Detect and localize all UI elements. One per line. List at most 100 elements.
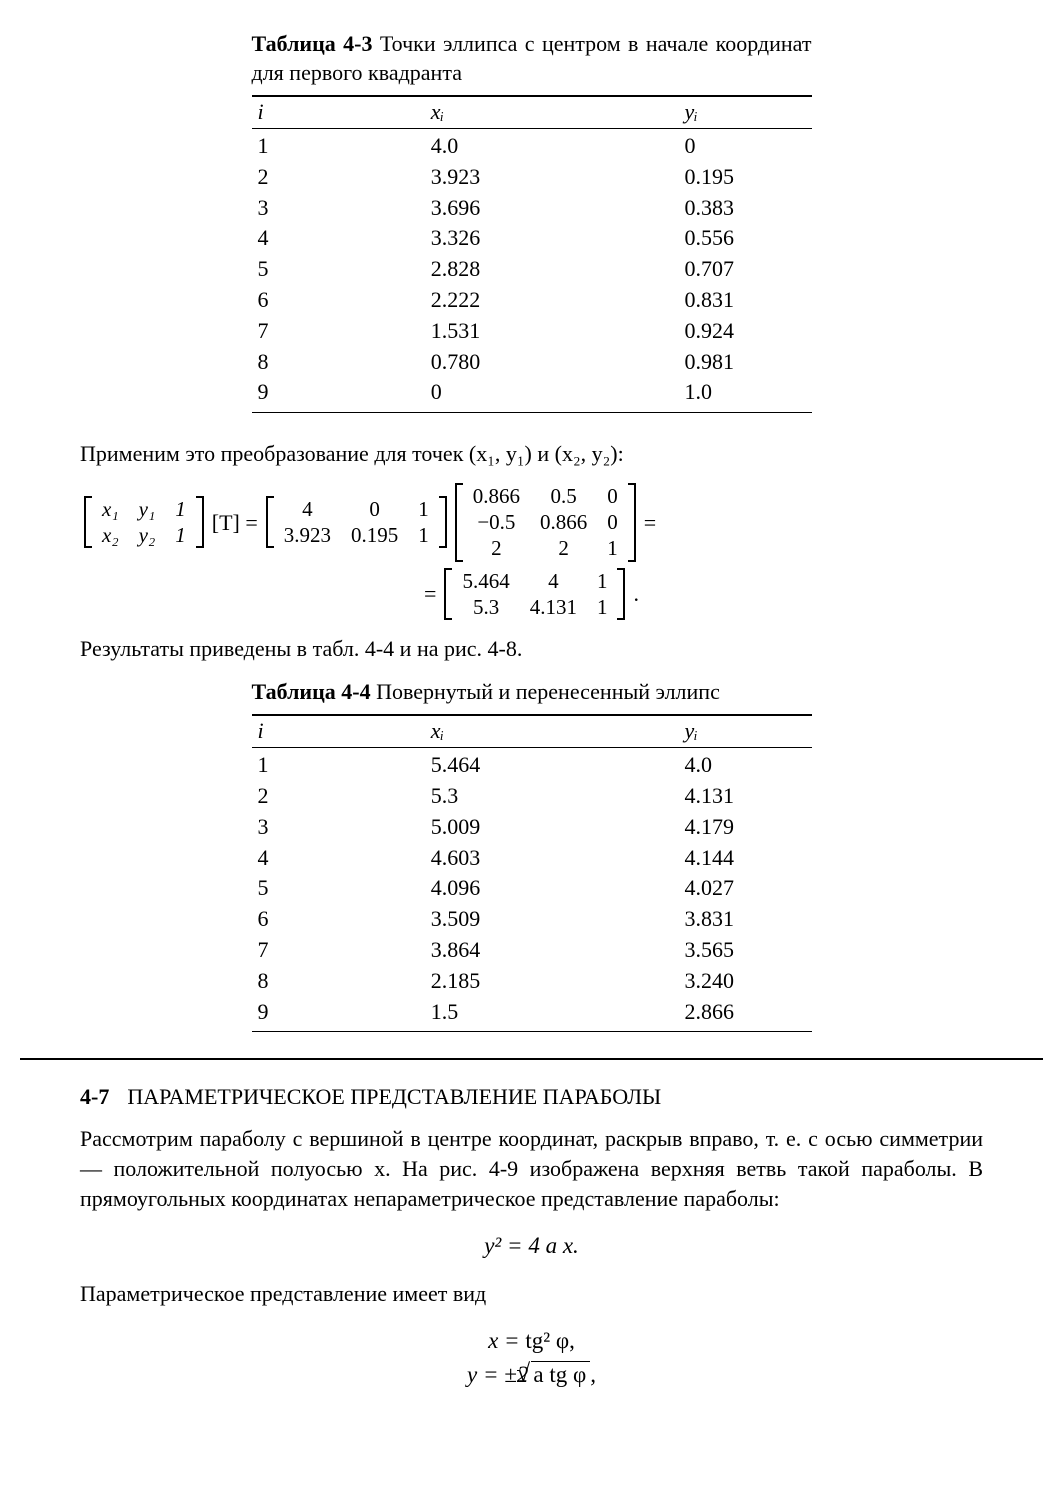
table-4-4-cell-x: 2.185	[425, 966, 679, 997]
table-4-3-cell-i: 4	[252, 223, 425, 254]
table-4-3-row: 80.7800.981	[252, 347, 812, 378]
table-4-3-cell-y: 0.831	[679, 285, 812, 316]
eq-param-x-lhs: x =	[488, 1328, 525, 1353]
table-4-3-cell-x: 2.222	[425, 285, 679, 316]
matrix-cell: 0.866	[463, 483, 530, 509]
matrix-cell: 5.3	[452, 594, 519, 620]
table-4-3-caption-bold: Таблица 4-3	[252, 31, 373, 56]
matrix-cell: 0	[341, 496, 408, 522]
matrix-cell: 0.195	[341, 522, 408, 548]
table-4-4-cell-y: 4.144	[679, 843, 812, 874]
table-4-4-bottom-rule	[252, 1031, 812, 1032]
table-4-4: i xᵢ yᵢ 15.4644.025.34.13135.0094.17944.…	[252, 714, 812, 1027]
table-4-4-cell-y: 4.131	[679, 781, 812, 812]
matrix-cell: 1	[165, 522, 196, 548]
table-4-4-cell-x: 4.603	[425, 843, 679, 874]
matrix-cell: 4	[274, 496, 341, 522]
table-4-4-block: Таблица 4-4 Повернутый и перенесенный эл…	[252, 678, 812, 1033]
table-4-4-cell-x: 5.3	[425, 781, 679, 812]
matrix-cell: 0	[597, 509, 628, 535]
table-4-4-cell-y: 4.179	[679, 812, 812, 843]
table-4-4-cell-x: 5.009	[425, 812, 679, 843]
table-4-3-cell-x: 3.696	[425, 193, 679, 224]
table-4-3-row: 901.0	[252, 377, 812, 408]
table-4-4-cell-y: 2.866	[679, 997, 812, 1028]
matrix-cell: −0.5	[463, 509, 530, 535]
section-4-7-heading: 4-7 ПАРАМЕТРИЧЕСКОЕ ПРЕДСТАВЛЕНИЕ ПАРАБОЛ…	[80, 1084, 983, 1110]
table-4-3-cell-y: 0.924	[679, 316, 812, 347]
matrix-cell: 1	[587, 594, 618, 620]
eq-eq2-post: .	[629, 581, 643, 606]
table-4-4-row: 25.34.131	[252, 781, 812, 812]
table-4-4-cell-y: 3.831	[679, 904, 812, 935]
matrix-cell: 1	[408, 522, 439, 548]
table-4-4-row: 82.1853.240	[252, 966, 812, 997]
paragraph-results: Результаты приведены в табл. 4-4 и на ри…	[80, 634, 983, 664]
matrix-cell: 4	[520, 568, 587, 594]
table-4-4-cell-x: 3.509	[425, 904, 679, 935]
table-4-3-head-row: i xᵢ yᵢ	[252, 96, 812, 128]
table-4-4-caption-bold: Таблица 4-4	[252, 679, 371, 704]
table-4-4-cell-y: 4.0	[679, 748, 812, 781]
section-number: 4-7	[80, 1084, 109, 1109]
section-title: ПАРАМЕТРИЧЕСКОЕ ПРЕДСТАВЛЕНИЕ ПАРАБОЛЫ	[127, 1084, 661, 1109]
table-4-4-cell-y: 4.027	[679, 873, 812, 904]
table-4-4-row: 73.8643.565	[252, 935, 812, 966]
page: Таблица 4-3 Точки эллипса с центром в на…	[0, 0, 1063, 1500]
table-4-3-cell-y: 1.0	[679, 377, 812, 408]
table-4-3-cell-y: 0.707	[679, 254, 812, 285]
table-4-3-cell-i: 2	[252, 162, 425, 193]
table-4-3-cell-y: 0.981	[679, 347, 812, 378]
table-4-4-row: 63.5093.831	[252, 904, 812, 935]
matrix-cell: x₁	[92, 496, 129, 522]
matrix-cell: 2	[463, 535, 530, 561]
equation-y2-4ax: y² = 4 a x.	[80, 1229, 983, 1262]
table-4-4-cell-i: 3	[252, 812, 425, 843]
table-4-4-cell-y: 3.240	[679, 966, 812, 997]
table-4-4-caption-text: Повернутый и перенесенный эллипс	[371, 679, 720, 704]
eq-param-x-rhs: tg² φ,	[525, 1328, 575, 1353]
matrix-cell: 3.923	[274, 522, 341, 548]
table-4-4-row: 91.52.866	[252, 997, 812, 1028]
table-4-3-cell-x: 1.531	[425, 316, 679, 347]
table-4-4-cell-y: 3.565	[679, 935, 812, 966]
table-4-3-cell-i: 8	[252, 347, 425, 378]
matrix-cell: 2	[530, 535, 597, 561]
table-4-3-row: 33.6960.383	[252, 193, 812, 224]
table-4-3-cell-i: 5	[252, 254, 425, 285]
eq-param-y-radicand: a tg φ	[531, 1361, 590, 1387]
eq-T-label: [T] =	[208, 510, 262, 535]
table-4-3-cell-x: 0.780	[425, 347, 679, 378]
table-4-3-cell-x: 0	[425, 377, 679, 408]
matrix-cell: 0.5	[530, 483, 597, 509]
matrix-cell: 1	[587, 568, 618, 594]
matrix-cell: x₂	[92, 522, 129, 548]
table-4-3-cell-i: 1	[252, 128, 425, 161]
table-4-3-row: 71.5310.924	[252, 316, 812, 347]
table-4-4-head-row: i xᵢ yᵢ	[252, 715, 812, 747]
table-4-3-cell-x: 2.828	[425, 254, 679, 285]
table-4-4-row: 15.4644.0	[252, 748, 812, 781]
section-rule	[20, 1058, 1043, 1060]
table-4-4-cell-i: 9	[252, 997, 425, 1028]
table-4-3-row: 62.2220.831	[252, 285, 812, 316]
table-4-3-cell-y: 0.556	[679, 223, 812, 254]
table-4-4-cell-x: 1.5	[425, 997, 679, 1028]
matrix-result: 5.464415.34.1311	[444, 568, 625, 621]
table-4-3: i xᵢ yᵢ 14.0023.9230.19533.6960.38343.32…	[252, 95, 812, 408]
table-4-3-bottom-rule	[252, 412, 812, 413]
table-4-4-cell-i: 8	[252, 966, 425, 997]
table-4-3-row: 14.00	[252, 128, 812, 161]
table-4-4-cell-x: 3.864	[425, 935, 679, 966]
table-4-3-head-y: yᵢ	[679, 96, 812, 128]
paragraph-apply-transform: Применим это преобразование для точек (x…	[80, 439, 983, 469]
table-4-3-cell-y: 0	[679, 128, 812, 161]
table-4-4-row: 44.6034.144	[252, 843, 812, 874]
table-4-3-row: 52.8280.707	[252, 254, 812, 285]
equation-y2-4ax-text: y² = 4 a x.	[484, 1233, 579, 1258]
table-4-4-cell-x: 5.464	[425, 748, 679, 781]
table-4-4-row: 35.0094.179	[252, 812, 812, 843]
matrix-cell: 1	[597, 535, 628, 561]
table-4-4-cell-i: 6	[252, 904, 425, 935]
table-4-3-head-i: i	[252, 96, 425, 128]
